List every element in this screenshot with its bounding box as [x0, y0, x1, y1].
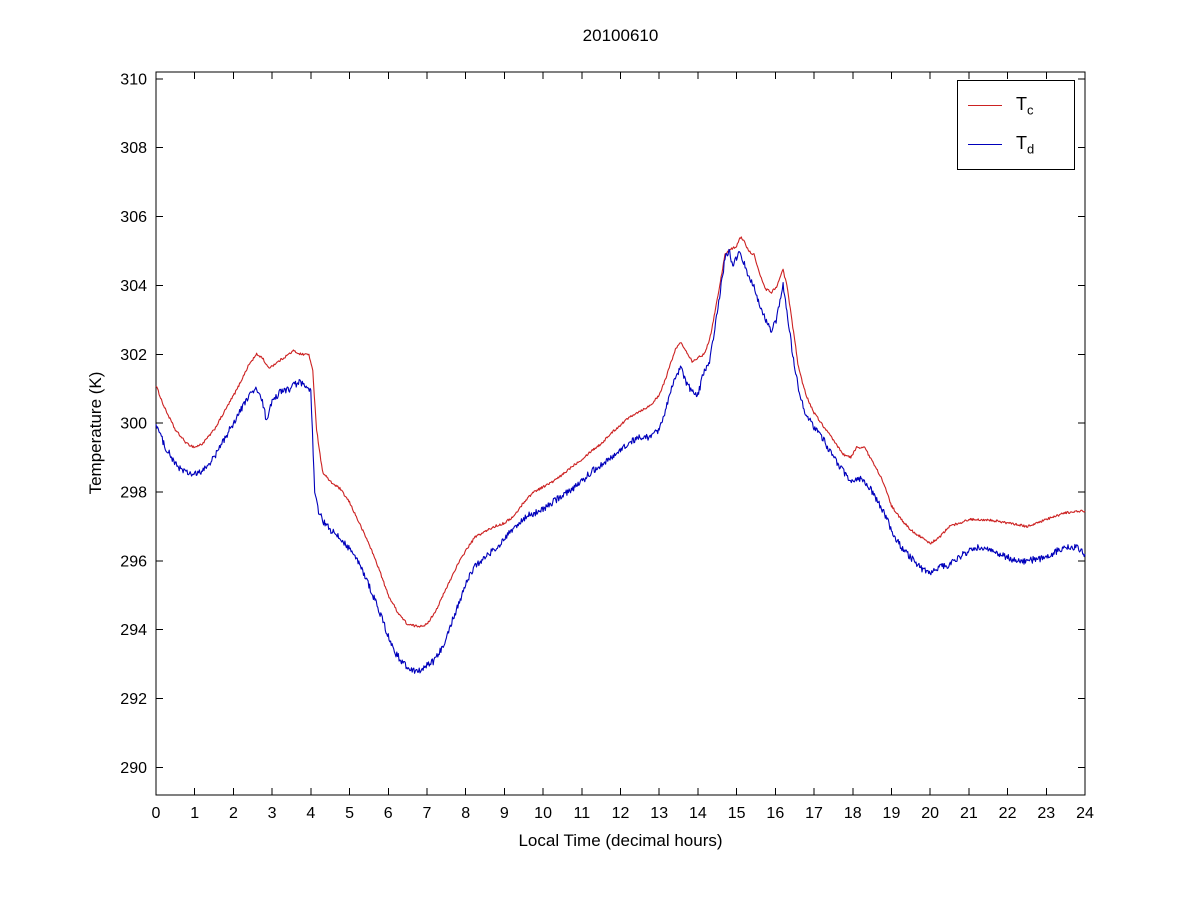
- svg-text:18: 18: [844, 805, 862, 822]
- legend-label-tc: Tc: [1016, 93, 1034, 118]
- svg-text:304: 304: [120, 278, 147, 295]
- svg-text:3: 3: [268, 805, 277, 822]
- svg-text:7: 7: [423, 805, 432, 822]
- svg-text:2: 2: [229, 805, 238, 822]
- svg-text:13: 13: [650, 805, 668, 822]
- svg-text:16: 16: [766, 805, 784, 822]
- svg-text:14: 14: [689, 805, 707, 822]
- svg-text:24: 24: [1076, 805, 1094, 822]
- svg-text:11: 11: [573, 805, 590, 822]
- svg-text:17: 17: [805, 805, 823, 822]
- legend-label-td: Td: [1016, 132, 1035, 157]
- svg-text:292: 292: [120, 691, 147, 708]
- svg-text:6: 6: [384, 805, 393, 822]
- svg-text:19: 19: [883, 805, 901, 822]
- svg-text:290: 290: [120, 760, 147, 777]
- svg-text:10: 10: [534, 805, 552, 822]
- svg-text:294: 294: [120, 622, 147, 639]
- chart-title: 20100610: [582, 26, 659, 45]
- svg-text:308: 308: [120, 140, 147, 157]
- legend-entry-td: Td: [958, 125, 1074, 164]
- svg-text:9: 9: [500, 805, 509, 822]
- svg-text:296: 296: [120, 553, 147, 570]
- legend-line-tc-icon: [968, 105, 1002, 106]
- legend: Tc Td: [957, 80, 1075, 170]
- y-axis-label: Temperature (K): [86, 371, 105, 495]
- svg-text:21: 21: [960, 805, 978, 822]
- svg-text:22: 22: [999, 805, 1017, 822]
- svg-text:302: 302: [120, 347, 147, 364]
- svg-text:15: 15: [728, 805, 746, 822]
- x-axis-label: Local Time (decimal hours): [518, 831, 723, 850]
- legend-line-td-icon: [968, 144, 1002, 145]
- svg-text:12: 12: [612, 805, 630, 822]
- svg-text:8: 8: [461, 805, 470, 822]
- svg-text:20: 20: [921, 805, 939, 822]
- svg-text:0: 0: [152, 805, 161, 822]
- svg-text:1: 1: [190, 805, 199, 822]
- svg-text:306: 306: [120, 209, 147, 226]
- svg-text:23: 23: [1037, 805, 1055, 822]
- svg-text:4: 4: [306, 805, 315, 822]
- svg-text:300: 300: [120, 416, 147, 433]
- legend-entry-tc: Tc: [958, 86, 1074, 125]
- svg-text:298: 298: [120, 485, 147, 502]
- svg-text:5: 5: [345, 805, 354, 822]
- svg-text:310: 310: [120, 71, 147, 88]
